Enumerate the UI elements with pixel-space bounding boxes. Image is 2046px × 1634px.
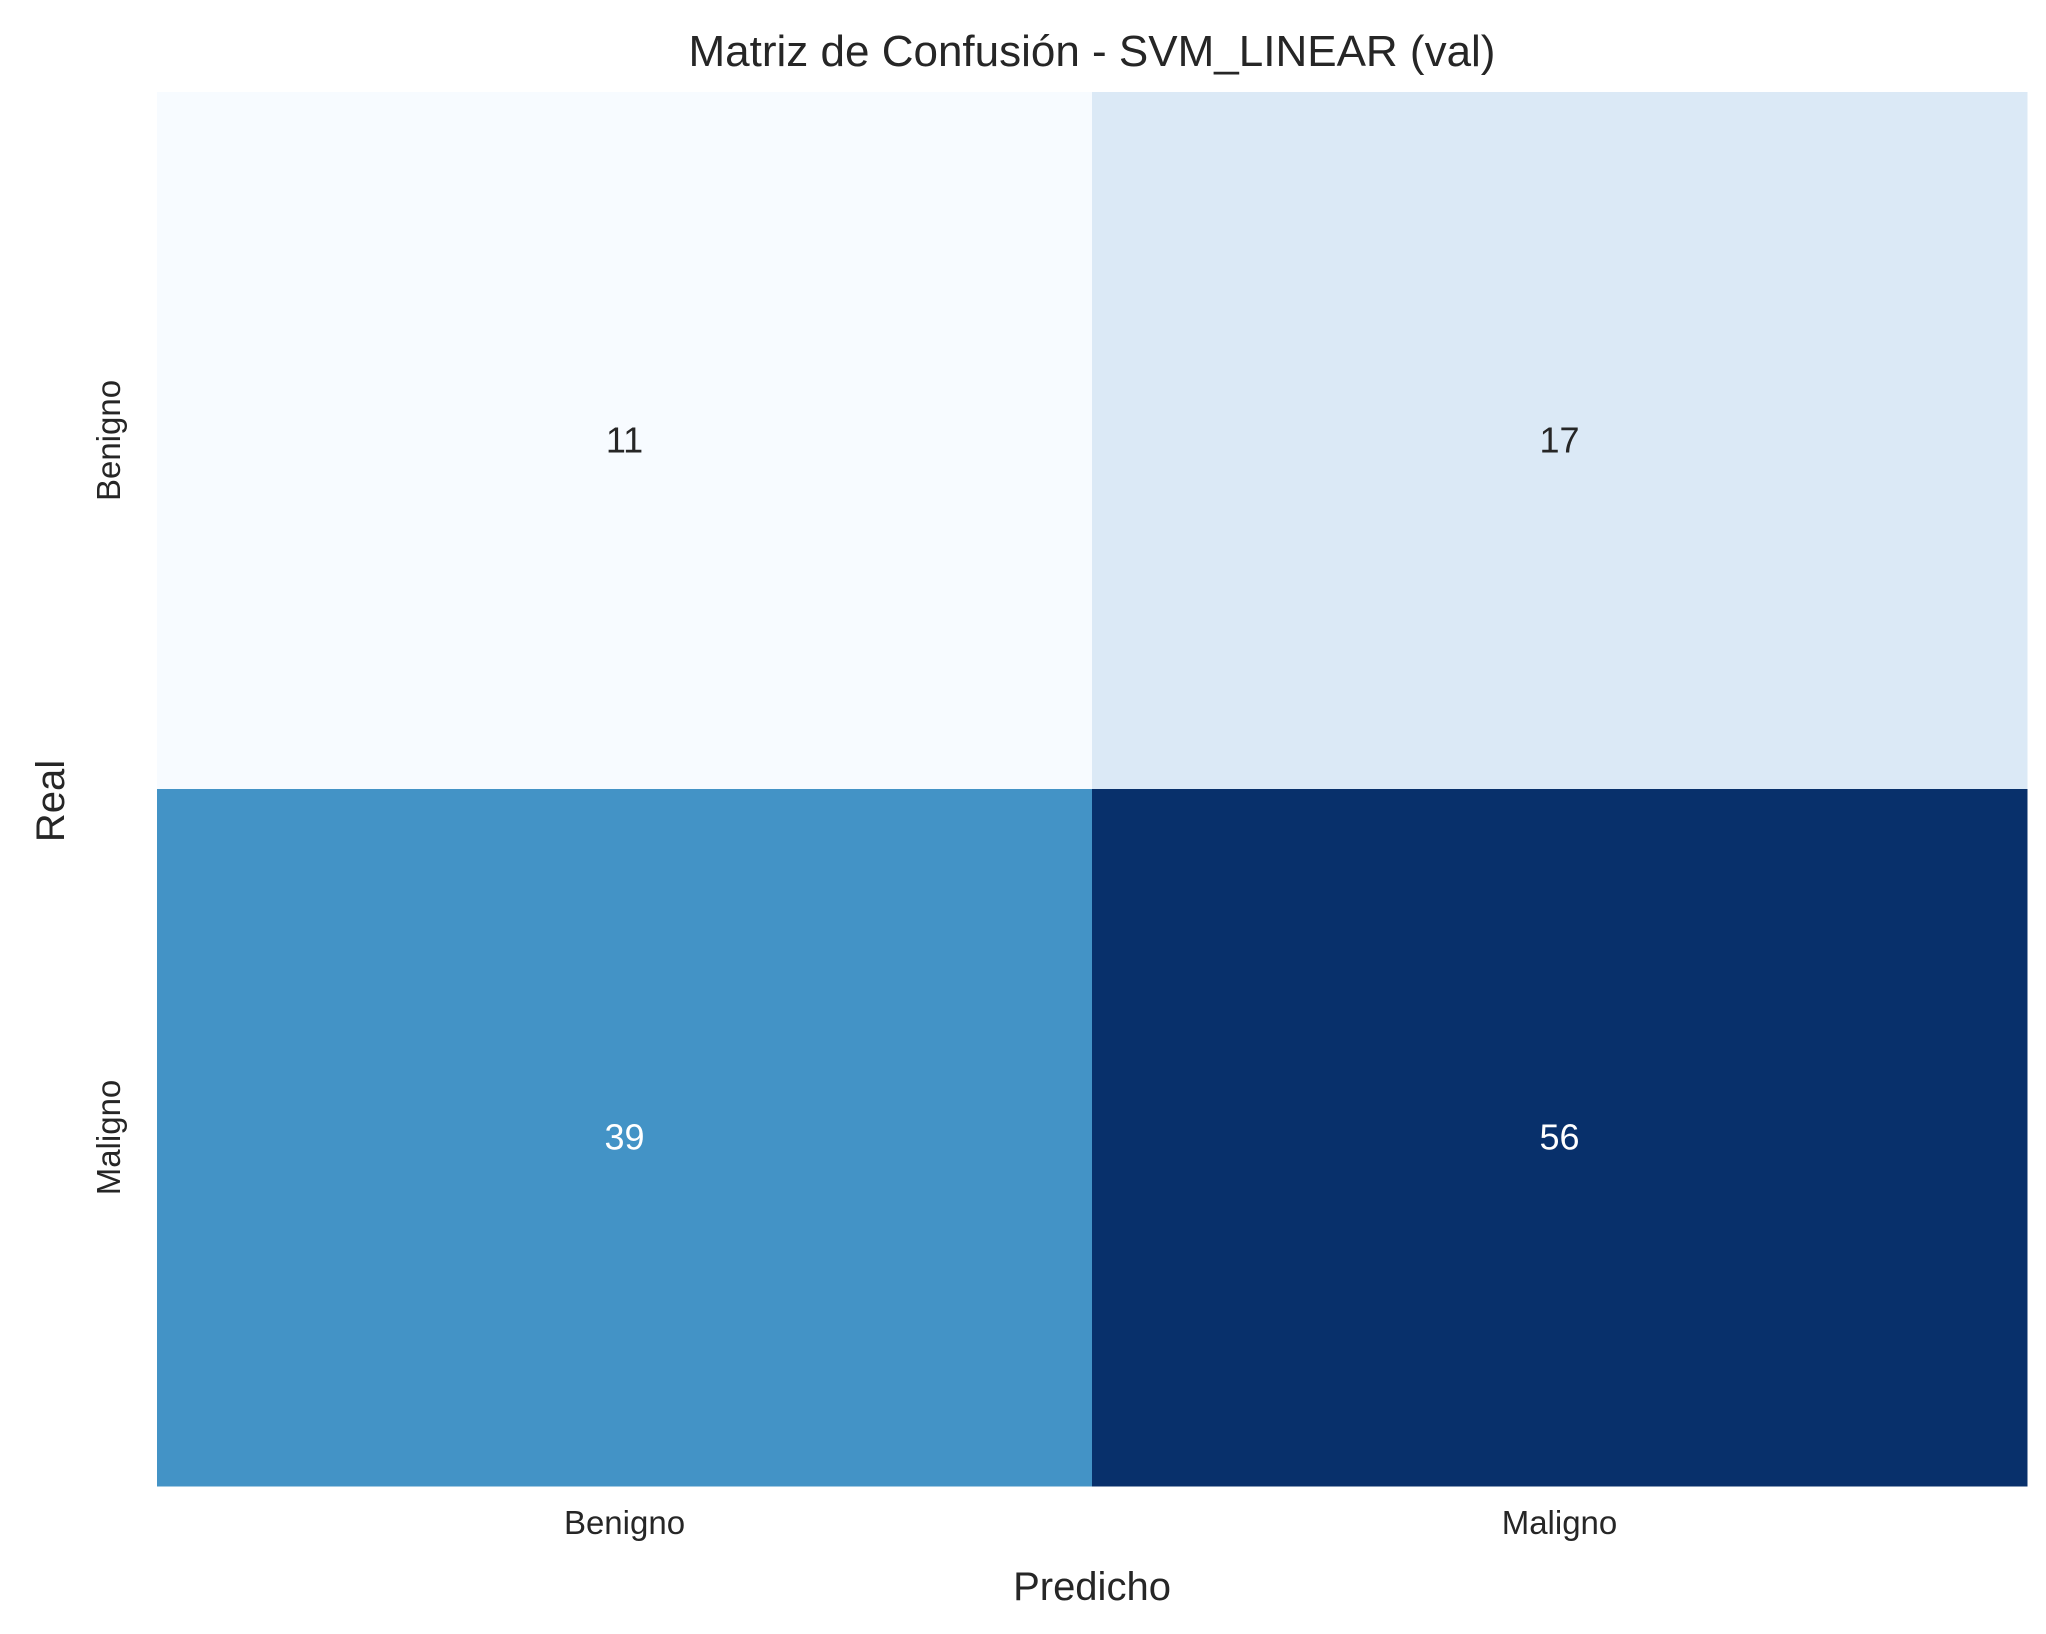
heatmap-cell-benigno-maligno (1092, 92, 2028, 790)
x-axis-label: Predicho (1013, 1565, 1171, 1609)
cell-value-maligno-maligno: 56 (1539, 1117, 1579, 1158)
cell-value-maligno-benigno: 39 (604, 1117, 644, 1158)
y-tick-label-benigno: Benigno (90, 380, 127, 501)
heatmap-cell-labels: 11 17 39 56 (604, 420, 1579, 1158)
cell-value-benigno-benigno: 11 (606, 420, 643, 461)
y-tick-label-maligno: Maligno (90, 1080, 127, 1196)
heatmap-cell-benigno-benigno (157, 92, 1093, 790)
heatmap-cells (157, 92, 2028, 1487)
heatmap-cell-maligno-benigno (157, 789, 1093, 1487)
y-tick-labels: Benigno Maligno (90, 380, 127, 1195)
heatmap-cell-maligno-maligno (1092, 789, 2028, 1487)
x-tick-label-benigno: Benigno (564, 1504, 685, 1541)
chart-title: Matriz de Confusión - SVM_LINEAR (val) (689, 27, 1496, 76)
x-tick-labels: Benigno Maligno (564, 1504, 1617, 1541)
cell-value-benigno-maligno: 17 (1539, 420, 1579, 461)
x-tick-label-maligno: Maligno (1502, 1504, 1618, 1541)
y-axis-label: Real (29, 760, 73, 842)
